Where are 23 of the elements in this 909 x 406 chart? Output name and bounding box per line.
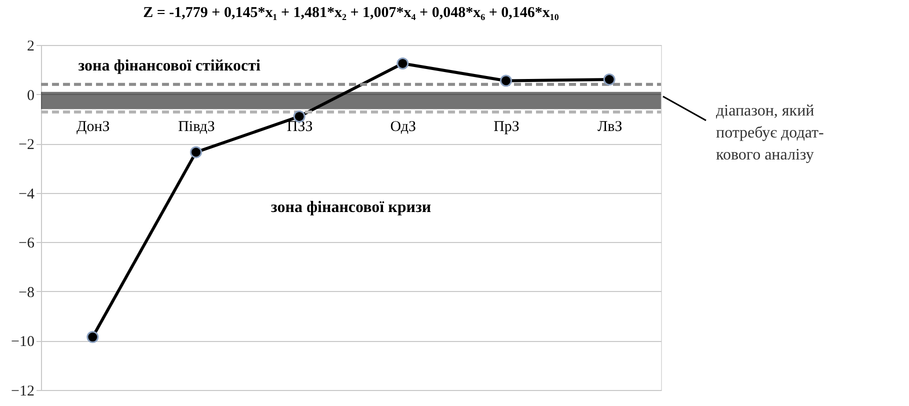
y-tick-label: −6 xyxy=(18,236,35,252)
chart-title: Z = -1,779 + 0,145*x₁ + 1,481*x₂ + 1,007*x₄ + 0,048*x₆ + 0,146*x₁₀ xyxy=(143,5,560,21)
x-tick-label: ОдЗ xyxy=(390,118,416,135)
y-tick-label: −8 xyxy=(18,284,34,301)
point xyxy=(500,74,512,87)
y-tick-label: 0 xyxy=(27,88,34,104)
annotation: зона фінансової стійкості xyxy=(78,58,261,75)
point xyxy=(190,146,202,158)
x-tick-label: ПЗЗ xyxy=(286,118,313,135)
point xyxy=(86,331,99,343)
y-tick-label: −12 xyxy=(11,384,34,400)
y-tick-label: −4 xyxy=(18,186,35,202)
point xyxy=(396,58,409,70)
legend-label: діапазон, який потребує додат- кового аналізу xyxy=(716,102,824,164)
x-tick-label: ЛвЗ xyxy=(597,118,622,135)
point xyxy=(603,74,616,86)
x-tick-label: ПрЗ xyxy=(494,118,520,135)
x-tick-label: ДонЗ xyxy=(76,118,110,135)
annotation: зона фінансової кризи xyxy=(270,199,432,216)
y-tick-label: −2 xyxy=(18,137,34,154)
y-tick-label: −10 xyxy=(11,334,34,350)
y-tick-label: 2 xyxy=(27,38,34,54)
x-tick-label: ПівдЗ xyxy=(178,118,215,135)
